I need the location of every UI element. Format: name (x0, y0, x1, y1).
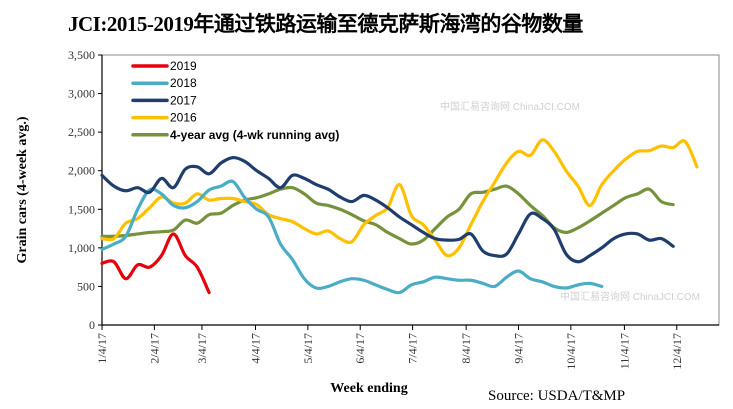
y-tick-label: 1,500 (68, 202, 95, 216)
y-axis-title: Grain cars (4-week avg.) (15, 116, 30, 263)
legend-label: 2019 (170, 59, 197, 73)
x-tick-label: 11/4/17 (617, 333, 631, 369)
x-tick-label: 9/4/17 (512, 333, 526, 364)
y-tick-label: 3,500 (68, 48, 95, 62)
legend-label: 2017 (170, 93, 197, 107)
series-line-2016 (100, 138, 699, 258)
watermarks: 中国汇易咨询网 ChinaJCI.COM 中国汇易咨询网 ChinaJCI.COM (440, 100, 700, 303)
x-tick-label: 1/4/17 (95, 333, 109, 364)
x-tick-label: 12/4/17 (670, 333, 684, 370)
y-tick-label: 500 (77, 279, 95, 293)
y-tick-label: 3,000 (68, 87, 95, 101)
watermark-text: 中国汇易咨询网 ChinaJCI.COM (560, 290, 700, 303)
source-note: Source: USDA/T&MP (488, 388, 625, 404)
watermark-text: 中国汇易咨询网 ChinaJCI.COM (440, 100, 580, 113)
series-line-2018 (100, 179, 604, 295)
x-tick-label: 7/4/17 (406, 333, 420, 364)
x-tick-label: 6/4/17 (353, 333, 367, 364)
x-tick-label: 5/4/17 (301, 333, 315, 364)
y-tick-label: 2,500 (68, 125, 95, 139)
series-line-4-year (100, 184, 675, 246)
legend-label: 2016 (170, 111, 197, 125)
x-tick-label: 4/4/17 (249, 333, 263, 364)
legend-label: 2018 (170, 76, 197, 90)
legend: 2019 2018 2017 2016 4-year avg (4-wk running… (131, 59, 339, 142)
axes: 0 500 1,000 1,500 2,000 2,500 3,000 3,500 1/4/17… (68, 48, 720, 370)
y-tick-label: 2,000 (68, 164, 95, 178)
series-line-2019 (100, 232, 211, 295)
y-tick-label: 0 (89, 318, 95, 332)
legend-label: 4-year avg (4-wk running avg) (170, 128, 339, 142)
x-tick-label: 3/4/17 (195, 333, 209, 364)
x-axis-title: Week ending (330, 381, 407, 396)
x-tick-label: 2/4/17 (147, 333, 161, 364)
chart-title: JCI:2015-2019年通过铁路运输至德克萨斯海湾的谷物数量 (68, 12, 583, 36)
x-tick-label: 10/4/17 (564, 333, 578, 370)
x-tick-label: 8/4/17 (459, 333, 473, 364)
y-tick-label: 1,000 (68, 241, 95, 255)
series-lines (100, 138, 699, 295)
series-line-2017 (100, 155, 675, 264)
